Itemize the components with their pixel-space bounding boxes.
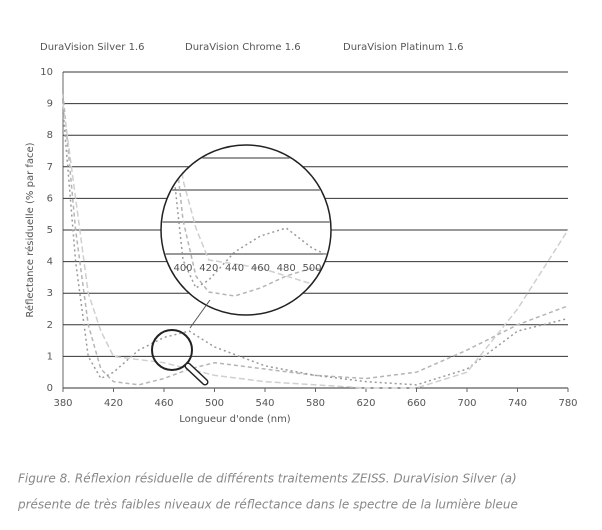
x-axis-label: Longueur d'onde (nm)	[179, 414, 291, 425]
magnifier-handle-inner	[186, 364, 207, 384]
legend-entry: DuraVision Silver 1.6	[40, 42, 144, 53]
y-tick-label: 10	[40, 67, 53, 78]
x-tick-label: 580	[306, 398, 325, 409]
caption: Figure 8. Réflexion résiduelle de différ…	[18, 472, 517, 486]
y-tick-label: 1	[47, 351, 53, 362]
legend-entry: DuraVision Chrome 1.6	[185, 42, 301, 53]
x-tick-label: 660	[407, 398, 426, 409]
series-line	[62, 103, 569, 389]
series-line	[62, 94, 569, 386]
caption: présente de très faibles niveaux de réfl…	[17, 498, 518, 512]
inset-tick-label: 440	[225, 263, 244, 274]
inset-tick-label: 400	[173, 263, 192, 274]
y-tick-label: 0	[47, 383, 53, 394]
y-tick-label: 7	[47, 162, 53, 173]
magnifier-link	[189, 299, 211, 329]
inset-series-line	[162, 146, 330, 301]
inset-series-line	[162, 146, 330, 297]
y-tick-label: 3	[47, 288, 53, 299]
x-tick-label: 380	[53, 398, 72, 409]
x-tick-label: 700	[457, 398, 476, 409]
x-tick-label: 780	[558, 398, 577, 409]
x-tick-label: 620	[356, 398, 375, 409]
y-tick-label: 2	[47, 320, 53, 331]
series-line	[62, 109, 569, 386]
legend-entry: DuraVision Platinum 1.6	[343, 42, 463, 53]
inset-tick-label: 480	[277, 263, 296, 274]
inset-tick-label: 460	[251, 263, 270, 274]
y-tick-label: 6	[47, 193, 53, 204]
y-tick-label: 4	[47, 257, 53, 268]
x-tick-label: 420	[104, 398, 123, 409]
y-tick-label: 5	[47, 225, 53, 236]
y-tick-label: 9	[47, 99, 53, 110]
x-tick-label: 500	[205, 398, 224, 409]
magnifier	[151, 329, 193, 371]
inset-tick-label: 420	[199, 263, 218, 274]
inset-tick-label: 500	[302, 263, 321, 274]
y-axis-label: Réflectance résiduelle (% par face)	[24, 142, 36, 317]
y-tick-label: 8	[47, 130, 53, 141]
inset-background	[160, 144, 332, 316]
x-tick-label: 460	[154, 398, 173, 409]
x-tick-label: 540	[255, 398, 274, 409]
x-tick-label: 740	[508, 398, 527, 409]
